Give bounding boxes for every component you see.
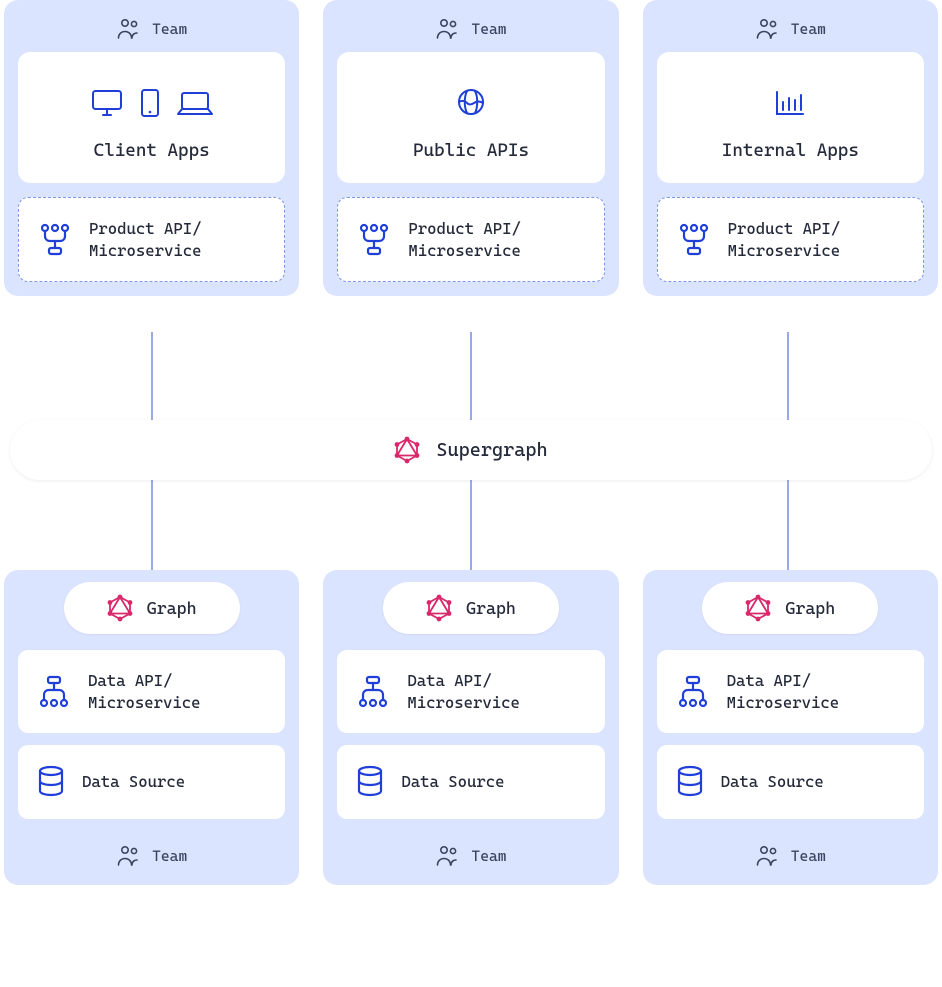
- internal-apps-icons: [773, 78, 807, 118]
- team-label-text: Team: [471, 847, 506, 865]
- microservice-icon: [356, 222, 392, 258]
- globe-icon: [455, 86, 487, 118]
- data-api-label: Data API/Microservice: [407, 670, 520, 713]
- data-api-label: Data API/Microservice: [88, 670, 201, 713]
- data-api-icon: [355, 674, 391, 710]
- team-label: Team: [755, 14, 826, 52]
- product-api-card: Product API/Microservice: [657, 197, 924, 282]
- barchart-icon: [773, 88, 807, 118]
- data-api-label: Data API/Microservice: [727, 670, 840, 713]
- team-icon: [755, 18, 781, 40]
- graph-label: Graph: [147, 598, 197, 618]
- app-card-title: Client Apps: [94, 140, 210, 161]
- team-card-data-1: Graph Data API/Microservice Data Source …: [323, 570, 618, 885]
- product-api-card: Product API/Microservice: [337, 197, 604, 282]
- bottom-team-row: Graph Data API/Microservice Data Source …: [0, 570, 942, 885]
- monitor-icon: [90, 88, 124, 118]
- team-label-text: Team: [791, 847, 826, 865]
- product-api-label: Product API/Microservice: [728, 218, 841, 261]
- app-card-internal-apps: Internal Apps: [657, 52, 924, 183]
- app-card-public-apis: Public APIs: [337, 52, 604, 183]
- team-icon: [116, 845, 142, 867]
- graph-label: Graph: [466, 598, 516, 618]
- product-api-card: Product API/Microservice: [18, 197, 285, 282]
- tablet-icon: [140, 88, 160, 118]
- app-card-client-apps: Client Apps: [18, 52, 285, 183]
- team-label-text: Team: [152, 20, 187, 38]
- team-label-text: Team: [152, 847, 187, 865]
- product-api-label: Product API/Microservice: [89, 218, 202, 261]
- data-api-icon: [36, 674, 72, 710]
- team-icon: [755, 845, 781, 867]
- database-icon: [675, 765, 705, 799]
- graph-pill: Graph: [702, 582, 878, 634]
- supergraph-label: Supergraph: [436, 439, 547, 461]
- team-icon: [435, 18, 461, 40]
- app-card-title: Internal Apps: [722, 140, 859, 161]
- data-api-card: Data API/Microservice: [18, 650, 285, 733]
- data-source-label: Data Source: [82, 771, 185, 793]
- team-card-internal-apps: Team Internal Apps Product API/Microserv…: [643, 0, 938, 296]
- graph-pill: Graph: [383, 582, 559, 634]
- microservice-icon: [37, 222, 73, 258]
- graphql-icon: [107, 594, 133, 622]
- app-card-title: Public APIs: [413, 140, 529, 161]
- data-source-label: Data Source: [721, 771, 824, 793]
- team-label: Team: [755, 831, 826, 871]
- public-apis-icons: [455, 78, 487, 118]
- team-label: Team: [116, 831, 187, 871]
- microservice-icon: [676, 222, 712, 258]
- graphql-icon: [394, 436, 420, 464]
- team-label: Team: [435, 14, 506, 52]
- graphql-icon: [745, 594, 771, 622]
- data-source-label: Data Source: [401, 771, 504, 793]
- data-source-card: Data Source: [18, 745, 285, 819]
- team-label: Team: [116, 14, 187, 52]
- team-card-public-apis: Team Public APIs Product API/Microservic…: [323, 0, 618, 296]
- team-card-data-0: Graph Data API/Microservice Data Source …: [4, 570, 299, 885]
- data-api-card: Data API/Microservice: [337, 650, 604, 733]
- graph-label: Graph: [785, 598, 835, 618]
- data-source-card: Data Source: [337, 745, 604, 819]
- team-label-text: Team: [791, 20, 826, 38]
- graph-pill: Graph: [64, 582, 240, 634]
- client-apps-icons: [90, 78, 214, 118]
- data-api-icon: [675, 674, 711, 710]
- data-source-card: Data Source: [657, 745, 924, 819]
- database-icon: [36, 765, 66, 799]
- graphql-icon: [426, 594, 452, 622]
- database-icon: [355, 765, 385, 799]
- team-label-text: Team: [471, 20, 506, 38]
- team-card-data-2: Graph Data API/Microservice Data Source …: [643, 570, 938, 885]
- laptop-icon: [176, 90, 214, 118]
- team-label: Team: [435, 831, 506, 871]
- team-icon: [435, 845, 461, 867]
- data-api-card: Data API/Microservice: [657, 650, 924, 733]
- product-api-label: Product API/Microservice: [408, 218, 521, 261]
- team-icon: [116, 18, 142, 40]
- top-team-row: Team Client Apps Product API/Microservic…: [0, 0, 942, 296]
- team-card-client-apps: Team Client Apps Product API/Microservic…: [4, 0, 299, 296]
- supergraph-bar: Supergraph: [10, 420, 932, 480]
